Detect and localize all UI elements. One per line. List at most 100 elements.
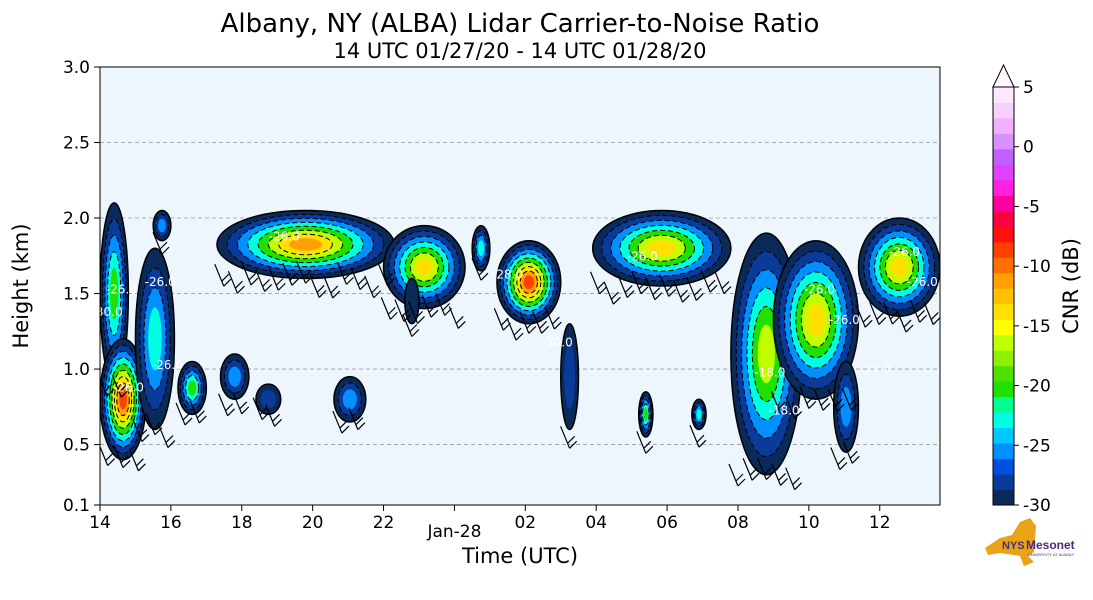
wind-barb [175,402,193,426]
wind-barb [855,305,873,328]
cnr-cloud [591,209,732,287]
contour-line [237,217,375,272]
colorbar-segment [993,350,1014,367]
logo-brand: Mesonet [1026,538,1075,552]
cnr-cloud [177,360,208,416]
colorbar-extend-arrow [992,63,1015,88]
cnr-contour [415,258,433,276]
cnr-contour [404,277,420,325]
colorbar-segment [993,226,1014,243]
wind-barb [364,275,382,299]
contour-line [337,382,362,417]
contour-line [642,403,650,426]
cnr-cloud [691,398,707,431]
contour-line [499,244,558,320]
colorbar-segment [993,334,1014,351]
x-tick-label: 06 [656,513,678,533]
logo-sub: UNIVERSITY AT ALBANY [1028,552,1075,557]
wind-barb [402,314,420,337]
colorbar-tick-label: -15 [1023,317,1051,337]
contour-label: -26.0 [627,249,658,263]
y-tick-label: 0.1 [63,496,90,516]
wind-barb [896,309,914,333]
cnr-cloud [404,277,420,325]
wind-barb [232,391,250,415]
cnr-cloud [216,209,395,280]
cnr-cloud [496,239,562,325]
wind-barbs [100,231,940,491]
wind-barb [590,271,607,295]
contour-line [610,219,714,277]
cnr-contour [643,407,648,421]
colorbar-segment [993,87,1014,103]
wind-barb [377,263,395,286]
contour-label: -26.0 [907,275,938,289]
cnr-contour [564,344,576,410]
cnr-cloud [152,209,172,242]
x-tick-label: Jan-28 [426,522,481,542]
contour-line [113,376,133,423]
colorbar-segment [993,458,1014,475]
cnr-cloud [560,323,580,431]
cnr-cloud-layer [100,202,940,476]
wind-barb [323,275,341,299]
wind-barb [672,279,690,303]
contour-line [257,225,354,264]
wind-barb [265,404,282,427]
contour-label: -26.0 [145,275,176,289]
colorbar-tick-label: -5 [1023,197,1040,217]
wind-barb [617,275,635,298]
colorbar-segment [993,179,1014,196]
contour-line [863,223,936,311]
contour-line [874,236,925,298]
cnr-cloud [857,217,940,317]
cnr-cloud [772,239,860,401]
plot-frame [99,66,941,506]
contour-label: -18.0 [754,366,785,380]
wind-barb [189,400,207,424]
cnr-cloud [382,224,466,310]
contour-line [388,230,461,304]
contour-line [278,233,333,256]
contour-line [409,252,439,282]
wind-barb [560,426,578,449]
wind-barb [841,388,859,411]
colorbar-segment [993,427,1014,444]
colorbar-tick-label: -30 [1023,496,1051,516]
wind-barb [282,263,300,286]
contour-label: -26.0 [804,283,835,297]
cnr-cloud [333,375,367,423]
contour-label: -26.0 [106,283,137,297]
contour-line [778,250,854,390]
contour-label: -26.0 [889,245,920,259]
contour-line [503,248,555,316]
cnr-contour [890,256,908,278]
contour-line [393,236,455,299]
wind-barb [227,270,245,294]
cnr-contour [188,380,197,396]
contour-line [516,266,542,299]
cnr-cloud [219,353,250,401]
x-tick-label: 12 [869,513,891,533]
contour-line [473,230,489,267]
colorbar-segment [993,396,1014,413]
wind-barb [785,396,803,419]
contour-line [223,359,246,394]
contour-label: -26.0 [152,358,183,372]
wind-barb [799,386,817,409]
colorbar-segment [993,133,1014,150]
colorbar-segment [993,288,1014,305]
new-york-state-shape [985,518,1036,566]
contour-label: -18.0 [769,403,800,417]
wind-barb [132,419,150,443]
wind-barb [882,301,900,325]
contour-label: -26.0 [269,230,300,244]
wind-barb [336,262,354,285]
cnr-contour [158,218,166,233]
y-tick-label: 2.5 [63,134,90,154]
colorbar-segment [993,365,1014,382]
colorbar-segment [993,241,1014,258]
wind-barb [380,297,398,320]
wind-barb [813,388,831,411]
wind-barb [742,458,760,481]
